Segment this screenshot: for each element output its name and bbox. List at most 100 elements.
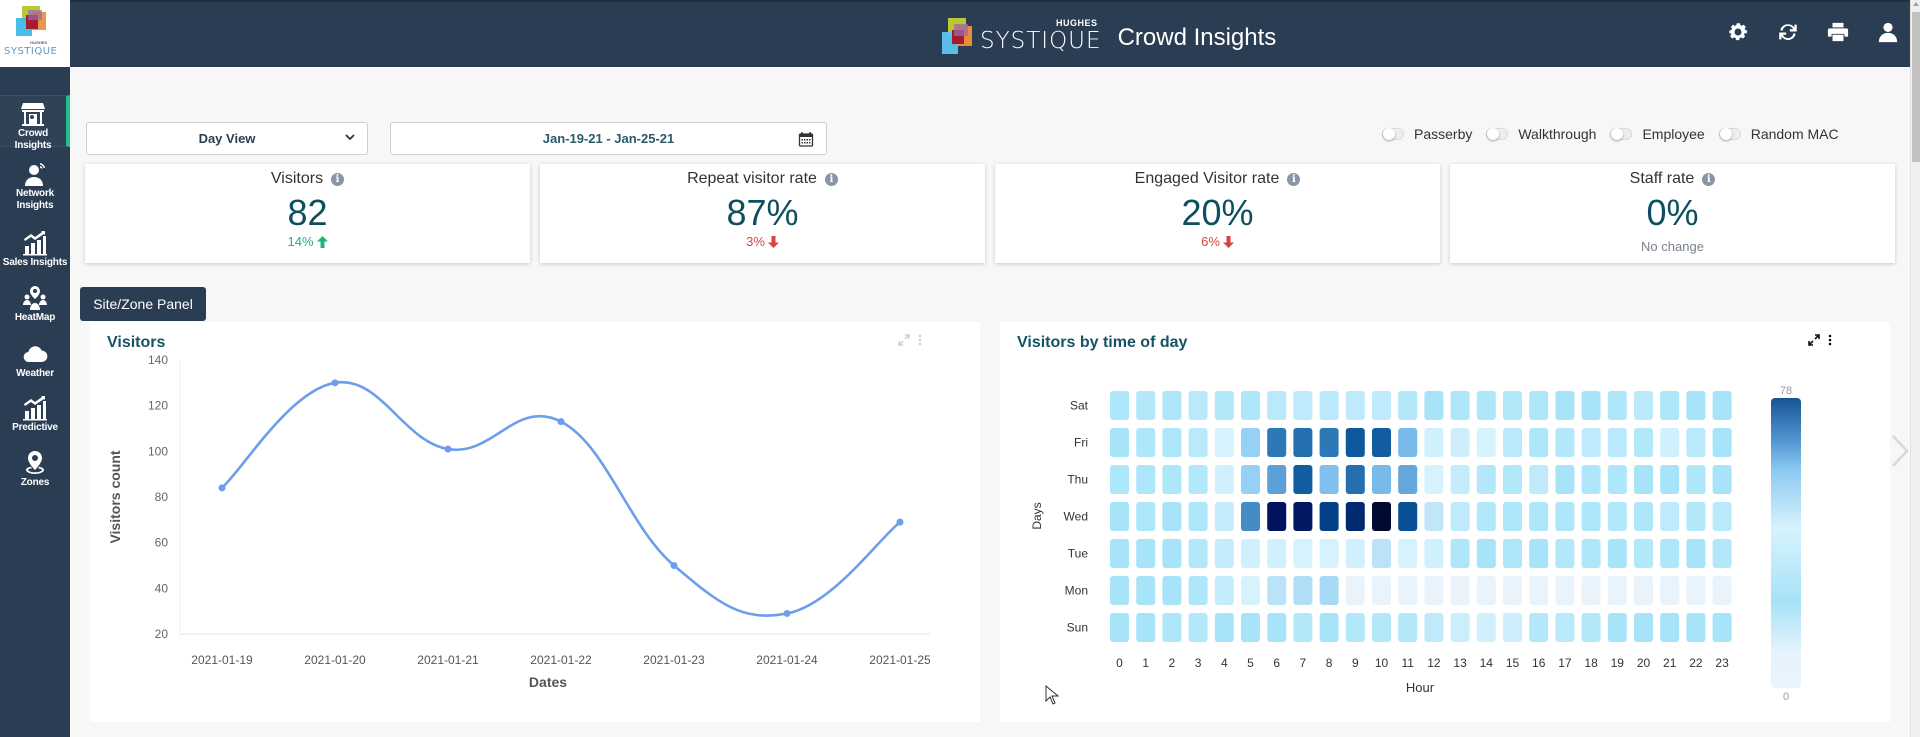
heatmap-cell[interactable] (1293, 502, 1313, 531)
heatmap-cell[interactable] (1345, 576, 1365, 605)
heatmap-cell[interactable] (1188, 465, 1208, 494)
heatmap-cell[interactable] (1686, 465, 1706, 494)
heatmap-cell[interactable] (1529, 428, 1549, 457)
heatmap-cell[interactable] (1686, 539, 1706, 568)
data-point[interactable] (557, 418, 565, 426)
next-panel-arrow-icon[interactable] (1890, 433, 1910, 469)
heatmap-cell[interactable] (1581, 502, 1601, 531)
heatmap-cell[interactable] (1503, 613, 1522, 642)
heatmap-cell[interactable] (1529, 613, 1549, 642)
heatmap-cell[interactable] (1136, 539, 1156, 568)
heatmap-cell[interactable] (1293, 539, 1313, 568)
heatmap-cell[interactable] (1424, 502, 1444, 531)
toggle-random-mac[interactable]: Random MAC (1718, 126, 1839, 142)
heatmap-cell[interactable] (1660, 428, 1680, 457)
sidebar-item-zones[interactable]: Zones (0, 450, 70, 489)
heatmap-cell[interactable] (1162, 428, 1182, 457)
heatmap-cell[interactable] (1136, 465, 1156, 494)
heatmap-cell[interactable] (1476, 391, 1496, 420)
heatmap-cell[interactable] (1686, 613, 1706, 642)
heatmap-cell[interactable] (1398, 428, 1418, 457)
company-logo[interactable]: HUGHES SYSTIQUE (0, 0, 70, 67)
heatmap-cell[interactable] (1345, 465, 1365, 494)
heatmap-cell[interactable] (1529, 502, 1549, 531)
heatmap-cell[interactable] (1529, 465, 1549, 494)
heatmap-cell[interactable] (1503, 539, 1522, 568)
heatmap-cell[interactable] (1241, 539, 1260, 568)
heatmap-cell[interactable] (1345, 613, 1365, 642)
heatmap-cell[interactable] (1555, 613, 1575, 642)
data-point[interactable] (670, 562, 678, 569)
site-zone-panel-button[interactable]: Site/Zone Panel (80, 287, 206, 321)
heatmap-cell[interactable] (1398, 465, 1418, 494)
heatmap-cell[interactable] (1398, 391, 1418, 420)
heatmap-cell[interactable] (1634, 539, 1653, 568)
heatmap-cell[interactable] (1162, 502, 1182, 531)
heatmap-cell[interactable] (1162, 539, 1182, 568)
heatmap-cell[interactable] (1293, 428, 1313, 457)
heatmap-cell[interactable] (1581, 613, 1601, 642)
heatmap-cell[interactable] (1450, 428, 1470, 457)
heatmap-cell[interactable] (1450, 465, 1470, 494)
sidebar-item-weather[interactable]: Weather (0, 341, 70, 380)
heatmap-cell[interactable] (1319, 428, 1339, 457)
info-icon[interactable]: i (331, 172, 345, 186)
heatmap-cell[interactable] (1293, 465, 1313, 494)
heatmap-cell[interactable] (1188, 391, 1208, 420)
expand-icon[interactable] (898, 334, 910, 346)
heatmap-cell[interactable] (1424, 465, 1444, 494)
heatmap-cell[interactable] (1214, 613, 1234, 642)
heatmap-cell[interactable] (1660, 465, 1680, 494)
heatmap-cell[interactable] (1607, 391, 1627, 420)
heatmap-cell[interactable] (1634, 613, 1653, 642)
heatmap-cell[interactable] (1712, 576, 1732, 605)
heatmap-cell[interactable] (1712, 428, 1732, 457)
heatmap-cell[interactable] (1319, 502, 1339, 531)
heatmap-cell[interactable] (1634, 428, 1653, 457)
sidebar-item-heatmap[interactable]: HeatMap (0, 285, 70, 324)
heatmap-cell[interactable] (1476, 502, 1496, 531)
heatmap-cell[interactable] (1241, 428, 1260, 457)
heatmap-cell[interactable] (1110, 539, 1129, 568)
heatmap-cell[interactable] (1660, 576, 1680, 605)
heatmap-cell[interactable] (1450, 613, 1470, 642)
heatmap-cell[interactable] (1319, 576, 1339, 605)
heatmap-cell[interactable] (1712, 391, 1732, 420)
heatmap-cell[interactable] (1241, 465, 1260, 494)
heatmap-cell[interactable] (1529, 391, 1549, 420)
heatmap-cell[interactable] (1581, 428, 1601, 457)
heatmap-cell[interactable] (1476, 465, 1496, 494)
heatmap-cell[interactable] (1110, 465, 1129, 494)
heatmap-cell[interactable] (1555, 391, 1575, 420)
heatmap-cell[interactable] (1634, 391, 1653, 420)
heatmap-cell[interactable] (1398, 613, 1418, 642)
heatmap-cell[interactable] (1503, 465, 1522, 494)
heatmap-cell[interactable] (1581, 465, 1601, 494)
heatmap-cell[interactable] (1529, 576, 1549, 605)
heatmap-cell[interactable] (1188, 428, 1208, 457)
heatmap-cell[interactable] (1267, 465, 1287, 494)
heatmap-cell[interactable] (1110, 428, 1129, 457)
heatmap-cell[interactable] (1110, 576, 1129, 605)
heatmap-cell[interactable] (1162, 391, 1182, 420)
heatmap-cell[interactable] (1660, 391, 1680, 420)
info-icon[interactable]: i (824, 172, 838, 186)
toggle-employee[interactable]: Employee (1610, 126, 1705, 142)
heatmap-cell[interactable] (1712, 539, 1732, 568)
sidebar-item-crowd-insights[interactable]: Crowd Insights (0, 95, 70, 151)
heatmap-cell[interactable] (1686, 502, 1706, 531)
heatmap-cell[interactable] (1503, 576, 1522, 605)
data-point[interactable] (783, 609, 791, 617)
heatmap-cell[interactable] (1214, 576, 1234, 605)
sidebar-item-predictive[interactable]: Predictive (0, 395, 70, 434)
heatmap-cell[interactable] (1424, 576, 1444, 605)
toggle-switch[interactable] (1610, 128, 1633, 140)
heatmap-cell[interactable] (1712, 465, 1732, 494)
data-point[interactable] (331, 379, 339, 387)
heatmap-cell[interactable] (1319, 539, 1339, 568)
heatmap-cell[interactable] (1476, 428, 1496, 457)
info-icon[interactable]: i (1702, 172, 1716, 186)
more-options-icon[interactable] (1828, 334, 1832, 346)
heatmap-cell[interactable] (1319, 613, 1339, 642)
heatmap-cell[interactable] (1607, 428, 1627, 457)
